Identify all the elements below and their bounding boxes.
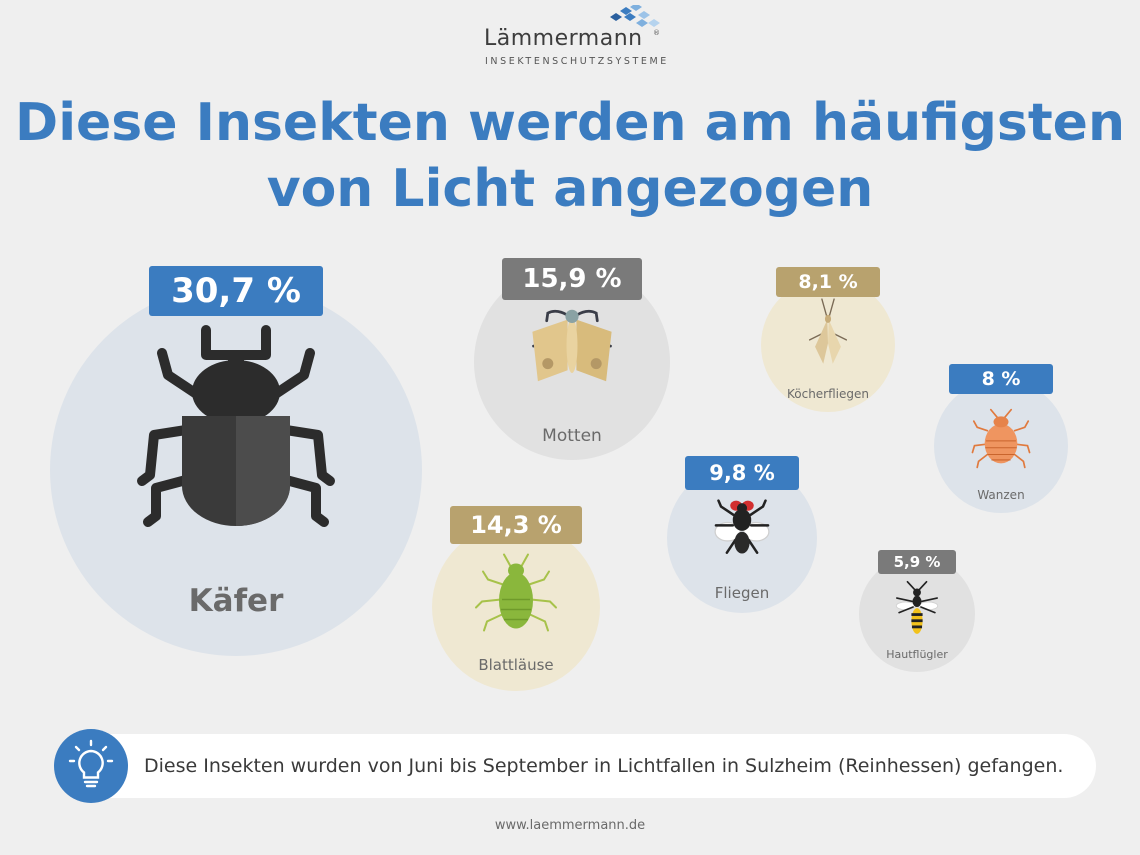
title-line-2: von Licht angezogen — [266, 159, 874, 219]
logo-diamonds-icon — [610, 5, 660, 27]
value-badge-5: 8,1 % — [776, 267, 880, 297]
category-label-1: Käfer — [188, 582, 284, 619]
category-label-2: Motten — [542, 425, 602, 446]
bug-icon — [971, 408, 1031, 469]
category-label-4: Fliegen — [714, 583, 770, 602]
category-label-7: Hautflügler — [886, 647, 948, 661]
value-badge-6: 8 % — [949, 364, 1053, 394]
moth-icon — [532, 309, 612, 382]
wasp-icon — [895, 580, 939, 634]
title-line-1: Diese Insekten werden am häufigsten — [15, 93, 1125, 153]
info-text: Diese Insekten wurden von Juni bis Septe… — [144, 755, 1064, 777]
brand-registered: ® — [653, 29, 660, 37]
value-badge-4: 9,8 % — [685, 456, 799, 490]
value-badge-2: 15,9 % — [502, 258, 642, 300]
category-label-5: Köcherfliegen — [786, 387, 869, 401]
value-badge-1: 30,7 % — [149, 266, 323, 316]
value-badge-3: 14,3 % — [450, 506, 582, 544]
value-badge-7: 5,9 % — [878, 550, 956, 574]
footer-url[interactable]: www.laemmermann.de — [494, 818, 646, 833]
brand-logo: Lämmermann ® INSEKTENSCHUTZSYSTEME — [0, 0, 1140, 80]
aphid-icon — [475, 553, 557, 632]
page-title: Diese Insekten werden am häufigsten von … — [0, 90, 1140, 222]
lightbulb-icon — [54, 729, 128, 803]
beetle-icon — [137, 325, 335, 527]
brand-tagline: INSEKTENSCHUTZSYSTEME — [485, 56, 669, 67]
category-label-3: Blattläuse — [478, 655, 554, 674]
brand-name: Lämmermann — [484, 26, 643, 51]
bubble-5 — [761, 278, 895, 412]
caddisfly-icon — [808, 298, 848, 364]
category-label-6: Wanzen — [977, 488, 1025, 502]
info-bar — [58, 734, 1096, 798]
fly-icon — [714, 499, 770, 554]
